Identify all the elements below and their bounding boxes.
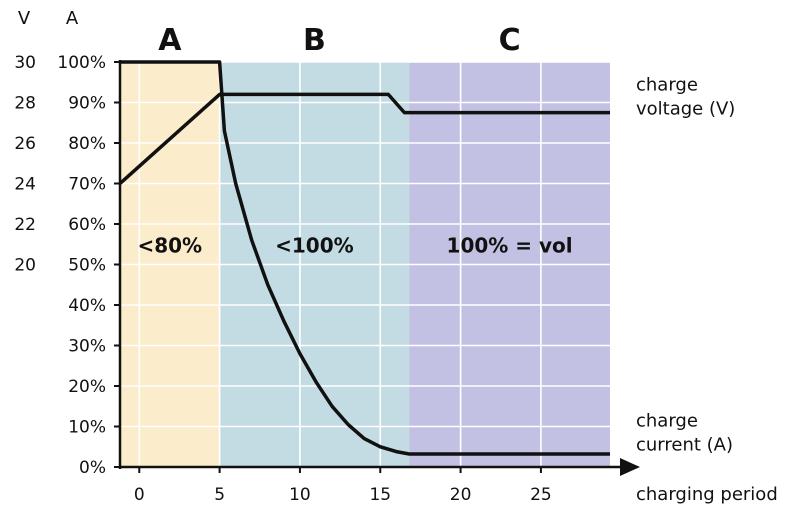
voltage-tick-label: 24 bbox=[14, 175, 36, 195]
series-label-line: charge bbox=[636, 74, 698, 95]
phase-label-a: A bbox=[158, 23, 182, 58]
percent-tick-label: 100% bbox=[57, 53, 106, 73]
phase-label-b: B bbox=[303, 23, 326, 58]
percent-tick-label: 60% bbox=[68, 215, 106, 235]
x-tick-label: 10 bbox=[289, 485, 311, 505]
x-tick-label: 25 bbox=[530, 485, 552, 505]
x-tick-label: 5 bbox=[214, 485, 225, 505]
percent-tick-label: 90% bbox=[68, 94, 106, 114]
phase-region-text: <80% bbox=[137, 233, 202, 257]
series-label-line: voltage (V) bbox=[636, 98, 735, 119]
voltage-tick-label: 28 bbox=[14, 94, 36, 114]
chart-text: 0% 10% 20% 30% 40% 50% 60% 70% 80% 90% 100% 20 22 24 2… bbox=[14, 8, 777, 505]
percent-tick-label: 0% bbox=[79, 458, 106, 478]
current-axis-header: A bbox=[66, 8, 79, 29]
percent-tick-label: 70% bbox=[68, 175, 106, 195]
x-tick-label: 15 bbox=[369, 485, 391, 505]
charge-current-line bbox=[120, 60, 610, 456]
phase-region-text: <100% bbox=[275, 233, 354, 257]
x-tick-label: 20 bbox=[450, 485, 472, 505]
voltage-axis-header: V bbox=[18, 8, 31, 29]
voltage-tick-label: 20 bbox=[14, 256, 36, 276]
series-label-line: charge bbox=[636, 411, 698, 432]
voltage-tick-label: 26 bbox=[14, 134, 36, 154]
gridlines bbox=[120, 61, 610, 467]
voltage-tick-label: 22 bbox=[14, 215, 36, 235]
x-axis-label: charging period bbox=[636, 484, 778, 505]
x-tick-label: 0 bbox=[134, 485, 145, 505]
charge-voltage-line bbox=[118, 92, 610, 185]
percent-tick-label: 10% bbox=[68, 418, 106, 438]
phase-region-text: 100% = vol bbox=[447, 233, 573, 257]
axes bbox=[114, 60, 640, 476]
voltage-tick-label: 30 bbox=[14, 53, 36, 73]
percent-tick-label: 80% bbox=[68, 134, 106, 154]
x-axis-arrow-icon bbox=[620, 458, 640, 476]
percent-tick-label: 50% bbox=[68, 256, 106, 276]
percent-tick-label: 20% bbox=[68, 377, 106, 397]
percent-tick-label: 40% bbox=[68, 296, 106, 316]
series-label-line: current (A) bbox=[636, 435, 733, 456]
percent-tick-label: 30% bbox=[68, 337, 106, 357]
series-lines bbox=[118, 60, 610, 456]
phase-label-c: C bbox=[499, 23, 521, 58]
